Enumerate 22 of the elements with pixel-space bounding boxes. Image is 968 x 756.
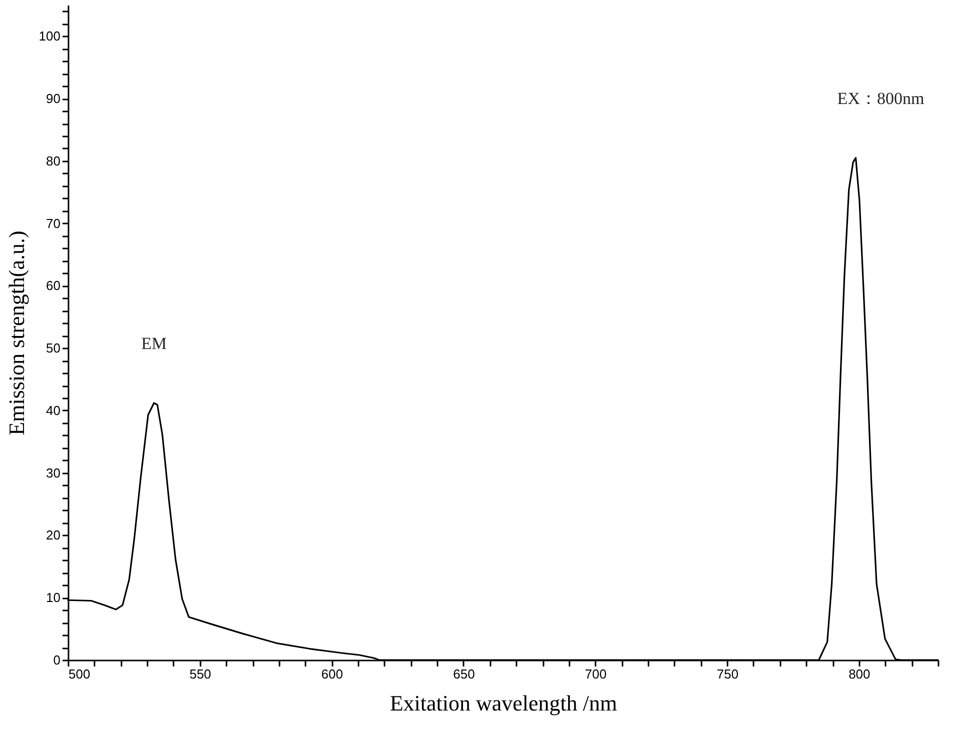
x-axis-title: Exitation wavelength /nm xyxy=(390,690,618,716)
y-tick-label: 100 xyxy=(38,28,60,44)
x-tick-label: 700 xyxy=(584,666,607,682)
y-tick-label: 0 xyxy=(53,652,60,668)
x-tick-label: 550 xyxy=(189,666,212,682)
y-tick-label: 20 xyxy=(46,528,60,543)
x-tick-label: 600 xyxy=(321,666,343,682)
y-axis-title: Emission strength(a.u.) xyxy=(4,230,29,436)
y-tick-label: 80 xyxy=(46,153,60,168)
x-tick-label: 650 xyxy=(453,666,475,682)
y-tick-label: 40 xyxy=(46,402,60,418)
x-tick-label: 800 xyxy=(848,666,870,682)
y-tick-label: 30 xyxy=(46,465,60,480)
annotation: EM xyxy=(141,334,167,353)
annotation: EX：800nm xyxy=(837,88,924,108)
x-tick-label: 500 xyxy=(68,666,90,682)
y-tick-label: 10 xyxy=(46,590,60,606)
y-tick-label: 60 xyxy=(46,278,60,294)
x-tick-label: 750 xyxy=(716,666,738,682)
y-tick-label: 70 xyxy=(46,216,60,231)
y-tick-label: 90 xyxy=(46,91,60,106)
y-tick-label: 50 xyxy=(46,340,60,356)
